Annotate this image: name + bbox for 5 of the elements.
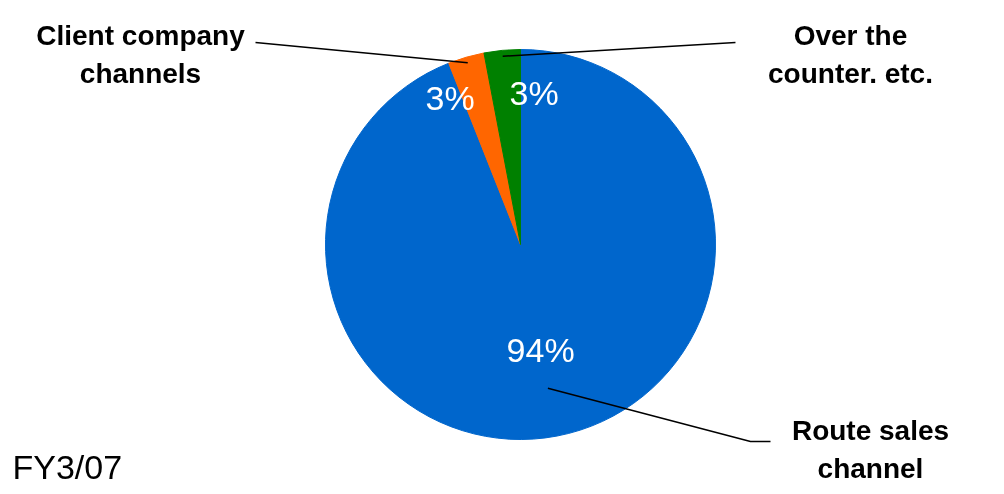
data-label: 94% xyxy=(506,330,575,369)
text: FY3/07 xyxy=(12,447,123,486)
slice-label: Over the counter. etc. xyxy=(768,20,933,89)
slice-label: Route sales channel xyxy=(791,415,950,484)
slice-label: Client company channels xyxy=(36,20,246,89)
